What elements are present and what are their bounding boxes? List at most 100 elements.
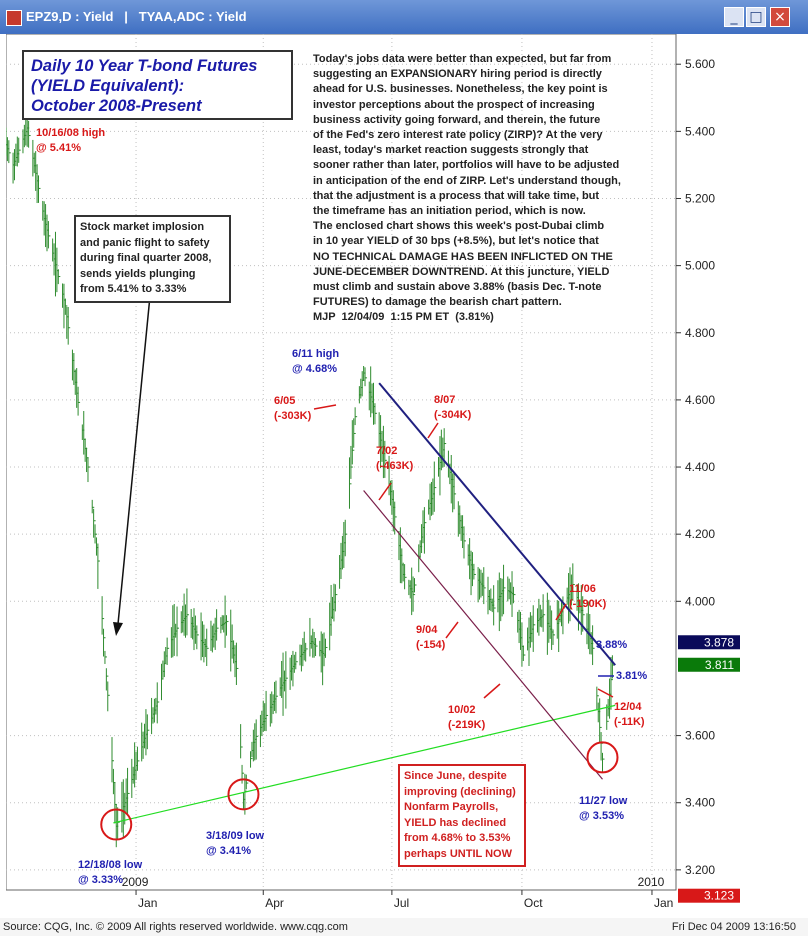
- payroll-1002-label: 10/02: [448, 704, 476, 716]
- commentary-line: the timeframe has an initiation period, …: [313, 205, 586, 218]
- high-0611-label: 6/11 high: [292, 348, 339, 360]
- note-line: YIELD has declined: [404, 816, 507, 829]
- y-tick-label: 4.800: [685, 326, 715, 340]
- plot-area: [5, 33, 677, 891]
- commentary-line: in 10 year YIELD of 30 bps (+8.5%), but …: [313, 235, 599, 248]
- note-line: Stock market implosion: [80, 221, 205, 233]
- x-tick-label: Oct: [524, 896, 543, 910]
- commentary-line: business activity going forward, and the…: [313, 113, 601, 126]
- commentary-line: Today's jobs data were better than expec…: [313, 53, 612, 65]
- note-line: Since June, despite: [404, 770, 507, 782]
- payroll-1204-label: 12/04: [614, 701, 642, 713]
- price-badge: [678, 888, 740, 903]
- low-circle: [100, 808, 133, 841]
- commentary-line: JUNE-DECEMBER DOWNTREND. At this junctur…: [313, 265, 610, 278]
- y-tick-label: 3.200: [685, 863, 715, 877]
- payroll-1106-label: (-190K): [569, 598, 607, 610]
- payroll-0702-label: 7/02: [376, 445, 397, 457]
- commentary-line: suggesting an EXPANSIONARY hiring period…: [313, 68, 602, 81]
- chart-title-line-1: Daily 10 Year T-bond Futures: [31, 57, 258, 75]
- pointer-0904: [445, 621, 459, 639]
- note-line: and panic flight to safety: [80, 236, 210, 249]
- pointer-0807: [427, 422, 439, 439]
- y-tick-label: 3.400: [685, 796, 715, 810]
- low-circle: [227, 778, 260, 811]
- payroll-0807-label: 8/07: [434, 394, 455, 406]
- close-button[interactable]: ×: [770, 7, 790, 27]
- status-bar: Source: CQG, Inc. © 2009 All rights rese…: [0, 918, 808, 936]
- low-circle: [586, 741, 619, 774]
- commentary-line: that the adjustment is a process that wi…: [313, 189, 600, 202]
- x-tick-label: Jul: [394, 896, 409, 910]
- chart-title-box: Daily 10 Year T-bond Futures (YIELD Equi…: [22, 50, 293, 120]
- commentary-line: least, today's market reaction suggests …: [313, 144, 589, 157]
- level-381-label: 3.81%: [616, 670, 647, 682]
- price-badge: [678, 657, 740, 672]
- chart-title-line-3: October 2008-Present: [31, 97, 202, 115]
- timestamp: Fri Dec 04 2009 13:16:50: [671, 921, 796, 933]
- app-icon: [6, 10, 22, 26]
- y-tick-label: 5.200: [685, 191, 715, 205]
- pointer-1204: [597, 688, 614, 698]
- note-line: from 5.41% to 3.33%: [80, 283, 187, 295]
- price-badge-label: 3.811: [705, 658, 734, 672]
- x-tick-label: Apr: [265, 896, 284, 910]
- commentary-line: in anticipation of the end of ZIRP. Let'…: [313, 174, 621, 187]
- high-1016-label: 10/16/08 high: [36, 127, 105, 139]
- commentary-line: The enclosed chart shows this week's pos…: [313, 220, 605, 233]
- maximize-button[interactable]: □: [746, 7, 766, 27]
- payroll-1002-label: (-219K): [448, 719, 486, 731]
- commentary-line: ahead for U.S. businesses. Nonetheless, …: [313, 83, 608, 96]
- price-badge-label: 3.878: [704, 635, 734, 649]
- y-tick-label: 5.600: [685, 57, 715, 71]
- payroll-0807-label: (-304K): [434, 409, 472, 421]
- payroll-0605-label: 6/05: [274, 395, 295, 407]
- implosion-arrowhead: [113, 622, 123, 636]
- note-line: from 4.68% to 3.53%: [404, 832, 511, 844]
- low-1218-label: @ 3.33%: [78, 874, 123, 886]
- pointer-0605: [313, 404, 337, 410]
- y-tick-label: 5.400: [685, 124, 715, 138]
- price-badge: [678, 635, 740, 650]
- commentary-line: MJP 12/04/09 1:15 PM ET (3.81%): [313, 311, 494, 324]
- pointer-0702: [378, 482, 392, 501]
- x-tick-label: Jan: [654, 896, 673, 910]
- y-tick-label: 3.600: [685, 729, 715, 743]
- chart-svg: 5.600 5.400 5.200 5.000 4.800 4.600 4.400 4.200…: [5, 33, 740, 931]
- payroll-0702-label: (-463K): [376, 460, 414, 472]
- commentary-line: must climb and sustain above 3.88% (basi…: [313, 281, 602, 294]
- payroll-1106-label: 11/06: [569, 583, 596, 595]
- trendline-downtrend: [378, 382, 616, 666]
- implosion-note: Stock market implosion and panic flight …: [74, 215, 231, 303]
- level-388-label: 3.88%: [596, 639, 627, 651]
- pointer-1106: [555, 603, 567, 621]
- payroll-0904-label: 9/04: [416, 624, 438, 636]
- chart-area: 5.600 5.400 5.200 5.000 4.800 4.600 4.400 4.200…: [5, 33, 802, 931]
- commentary-line: of the Fed's zero interest rate policy (…: [313, 129, 603, 142]
- x-tick-label: Jan: [138, 896, 157, 910]
- source-credit: Source: CQG, Inc. © 2009 All rights rese…: [3, 921, 348, 933]
- note-line: during final quarter 2008,: [80, 252, 212, 264]
- commentary-line: investor perceptions about the prospect …: [313, 98, 595, 111]
- high-1016-label: @ 5.41%: [36, 142, 81, 154]
- minimize-button[interactable]: _: [724, 7, 744, 27]
- payroll-0605-label: (-303K): [274, 410, 312, 422]
- commentary-line: sooner rather than later, portfolios wil…: [313, 159, 620, 172]
- payroll-0904-label: (-154): [416, 639, 446, 651]
- note-line: Nonfarm Payrolls,: [404, 801, 499, 813]
- since-june-note: Since June, despite improving (declining…: [398, 764, 526, 867]
- window-title: EPZ9,D : Yield | TYAA,ADC : Yield: [26, 9, 247, 24]
- low-1218-label: 12/18/08 low: [78, 859, 143, 871]
- trendline-support: [113, 704, 616, 824]
- y-tick-label: 4.000: [685, 594, 715, 608]
- y-tick-label: 4.400: [685, 460, 715, 474]
- window-titlebar: EPZ9,D : Yield | TYAA,ADC : Yield _ □ ×: [0, 0, 808, 34]
- high-0611-label: @ 4.68%: [292, 363, 337, 375]
- commentary-text: Today's jobs data were better than expec…: [313, 52, 658, 326]
- low-0318-label: 3/18/09 low: [206, 830, 265, 842]
- payroll-1204-label: (-11K): [614, 716, 645, 728]
- chart-title-line-2: (YIELD Equivalent):: [31, 77, 185, 95]
- trendline-channel: [363, 490, 603, 780]
- y-tick-label: 4.200: [685, 527, 715, 541]
- price-bars: [5, 104, 615, 848]
